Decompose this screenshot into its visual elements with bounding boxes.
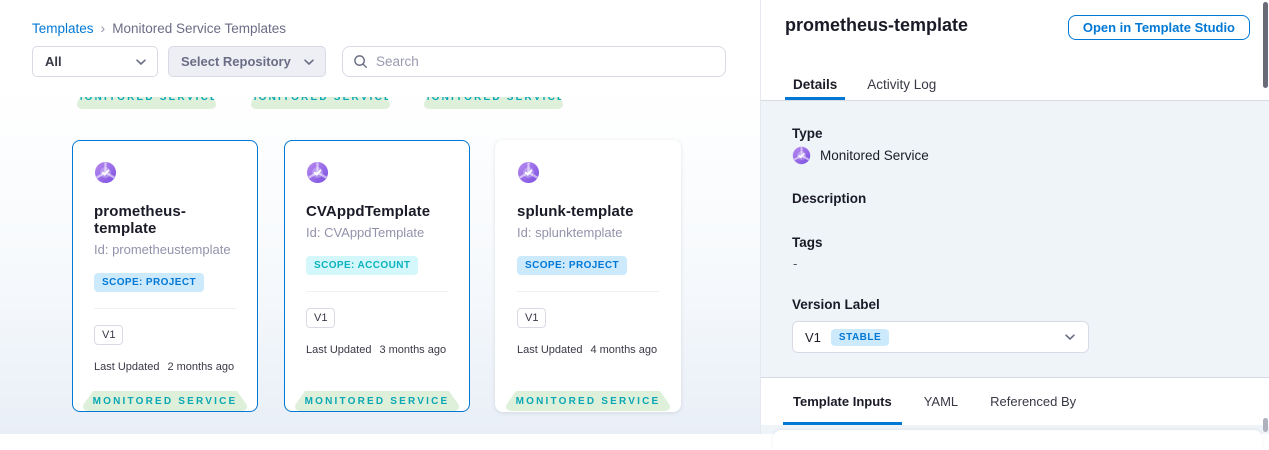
last-updated-row: Last Updated 3 months ago bbox=[306, 344, 448, 356]
stable-badge: STABLE bbox=[830, 328, 890, 346]
chevron-down-icon bbox=[136, 58, 146, 65]
type-label: Type bbox=[792, 126, 823, 141]
details-panel-title: prometheus-template bbox=[785, 15, 969, 35]
breadcrumb-templates-link[interactable]: Templates bbox=[32, 20, 94, 36]
template-card-title: CVAppdTemplate bbox=[306, 203, 431, 220]
template-inputs-content-panel bbox=[773, 430, 1262, 450]
last-updated-row: Last Updated 2 months ago bbox=[94, 361, 236, 373]
filter-bar: All Select Repository bbox=[0, 46, 760, 77]
template-card-splunk[interactable]: splunk-template Id: splunktemplate SCOPE… bbox=[495, 140, 681, 412]
tags-value: - bbox=[793, 256, 798, 271]
tab-referenced-by[interactable]: Referenced By bbox=[990, 394, 1077, 409]
section-divider bbox=[761, 377, 1269, 378]
breadcrumb-separator-icon: › bbox=[100, 20, 106, 36]
chevron-down-icon bbox=[304, 58, 314, 65]
version-chip: V1 bbox=[306, 308, 336, 328]
version-select-value: V1 bbox=[805, 329, 821, 345]
monitored-service-icon bbox=[517, 161, 540, 184]
inputs-tab-bar: Template Inputs YAML Referenced By bbox=[761, 378, 1269, 425]
type-value-row: Monitored Service bbox=[792, 146, 929, 165]
card-divider bbox=[306, 291, 448, 292]
repository-filter-value: Select Repository bbox=[181, 54, 291, 69]
template-type-filter-value: All bbox=[45, 54, 62, 69]
scope-badge: SCOPE: PROJECT bbox=[517, 256, 627, 275]
template-type-ribbon: MONITORED SERVICE bbox=[501, 391, 675, 411]
version-chip: V1 bbox=[517, 308, 547, 328]
last-updated-value: 4 months ago bbox=[590, 344, 658, 356]
inputs-content-area bbox=[761, 425, 1269, 450]
last-updated-value: 2 months ago bbox=[167, 361, 235, 373]
templates-list-panel: Templates › Monitored Service Templates … bbox=[0, 20, 760, 434]
type-value: Monitored Service bbox=[820, 148, 929, 163]
scrollbar-thumb[interactable] bbox=[1263, 2, 1268, 88]
template-card-title: splunk-template bbox=[517, 203, 634, 220]
template-card-id: Id: prometheustemplate bbox=[94, 242, 231, 257]
template-type-filter-select[interactable]: All bbox=[32, 46, 158, 77]
template-type-ribbon: MONITORED SERVICE bbox=[420, 97, 567, 109]
last-updated-label: Last Updated bbox=[517, 344, 583, 356]
template-card-prometheus[interactable]: prometheus-template Id: prometheustempla… bbox=[72, 140, 258, 412]
template-details-panel: prometheus-template Open in Template Stu… bbox=[760, 0, 1269, 450]
repository-filter-select[interactable]: Select Repository bbox=[168, 46, 326, 77]
last-updated-value: 3 months ago bbox=[379, 344, 447, 356]
tab-details[interactable]: Details bbox=[785, 68, 845, 100]
search-icon bbox=[354, 55, 368, 69]
template-card-id: Id: CVAppdTemplate bbox=[306, 225, 425, 240]
previous-row-clipped-cards: MONITORED SERVICE MONITORED SERVICE MONI… bbox=[0, 97, 760, 119]
details-content: Type Monitored Service Description Tags … bbox=[761, 101, 1269, 450]
search-input[interactable] bbox=[376, 54, 715, 69]
monitored-service-icon bbox=[792, 146, 811, 165]
description-label: Description bbox=[792, 191, 867, 206]
card-divider bbox=[517, 291, 659, 292]
version-select[interactable]: V1 STABLE bbox=[792, 321, 1089, 353]
open-in-template-studio-button[interactable]: Open in Template Studio bbox=[1067, 15, 1250, 40]
monitored-service-icon bbox=[94, 161, 117, 184]
version-label: Version Label bbox=[792, 297, 880, 312]
scope-badge: SCOPE: ACCOUNT bbox=[306, 256, 419, 275]
monitored-service-icon bbox=[306, 161, 329, 184]
last-updated-row: Last Updated 4 months ago bbox=[517, 344, 659, 356]
template-card-cvappd[interactable]: CVAppdTemplate Id: CVAppdTemplate SCOPE:… bbox=[284, 140, 470, 412]
template-type-ribbon: MONITORED SERVICE bbox=[290, 391, 464, 411]
card-divider bbox=[94, 308, 236, 309]
last-updated-label: Last Updated bbox=[306, 344, 372, 356]
tab-template-inputs[interactable]: Template Inputs bbox=[783, 378, 902, 425]
tab-activity-log[interactable]: Activity Log bbox=[867, 76, 937, 92]
scrollbar-thumb[interactable] bbox=[1263, 418, 1268, 432]
chevron-down-icon bbox=[1065, 334, 1075, 340]
template-type-ribbon: MONITORED SERVICE bbox=[78, 391, 252, 411]
details-tab-bar: Details Activity Log bbox=[761, 68, 1269, 101]
breadcrumb: Templates › Monitored Service Templates bbox=[32, 20, 286, 36]
template-type-ribbon: MONITORED SERVICE bbox=[73, 97, 220, 109]
template-card-title: prometheus-template bbox=[94, 203, 186, 237]
tab-yaml[interactable]: YAML bbox=[923, 394, 959, 409]
scope-badge: SCOPE: PROJECT bbox=[94, 273, 204, 292]
tags-label: Tags bbox=[792, 235, 823, 250]
app-root: Templates › Monitored Service Templates … bbox=[0, 0, 1269, 434]
breadcrumb-current: Monitored Service Templates bbox=[112, 20, 287, 36]
template-card-id: Id: splunktemplate bbox=[517, 225, 623, 240]
last-updated-label: Last Updated bbox=[94, 361, 160, 373]
template-type-ribbon: MONITORED SERVICE bbox=[247, 97, 394, 109]
search-box bbox=[342, 46, 726, 77]
version-chip: V1 bbox=[94, 325, 124, 345]
